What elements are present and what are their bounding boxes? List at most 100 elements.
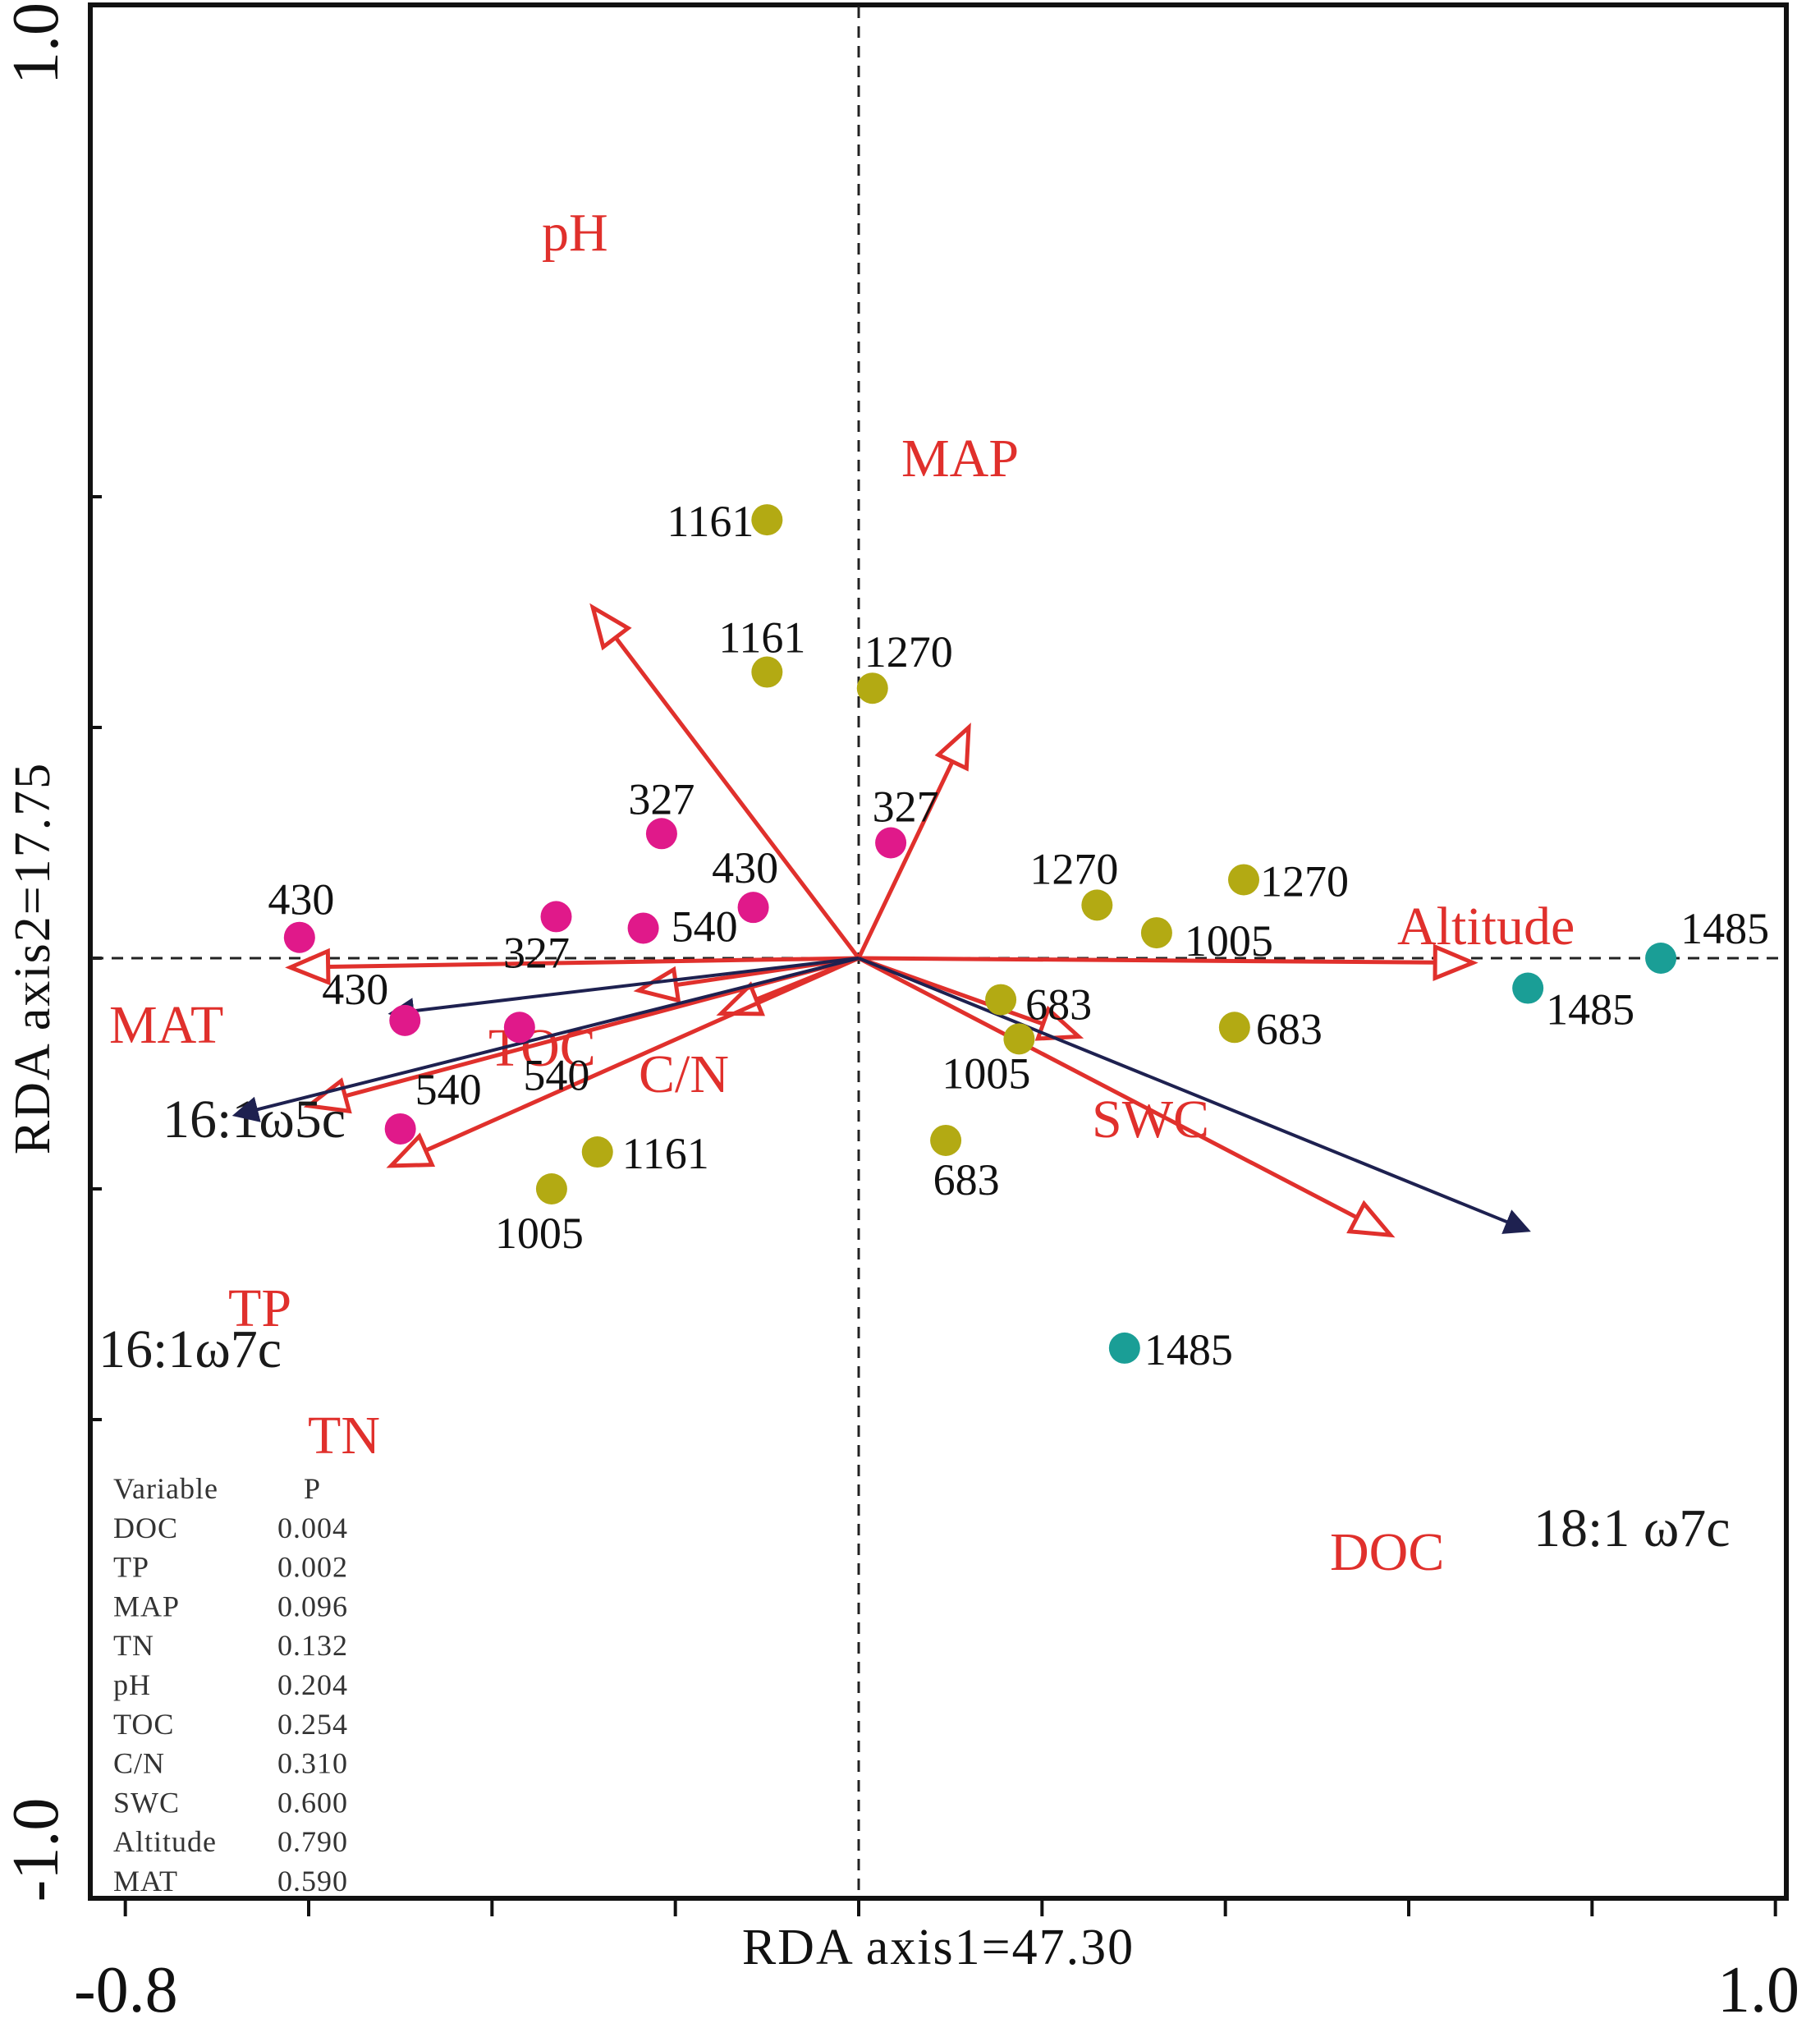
legend-variable-8: SWC — [113, 1786, 180, 1819]
site-label-2: 1161 — [718, 613, 805, 663]
legend-variable-9: Altitude — [113, 1825, 217, 1858]
site-label-16: 683 — [1256, 1004, 1323, 1053]
legend-variable-3: MAP — [113, 1590, 180, 1622]
env-arrowhead-altitude — [1433, 943, 1478, 981]
legend-variable-10: MAT — [113, 1865, 178, 1897]
env-vector-map — [856, 760, 955, 960]
site-point-5 — [875, 827, 907, 859]
species-vector-1 — [387, 957, 860, 1025]
site-label-19: 540 — [523, 1050, 589, 1099]
site-point-16 — [1218, 1012, 1250, 1044]
env-vector-doc — [857, 956, 1359, 1220]
legend-p-value-1: 0.004 — [277, 1512, 348, 1544]
legend-p-value-4: 0.132 — [277, 1629, 348, 1662]
site-label-15: 683 — [1025, 980, 1092, 1030]
env-arrowhead-ph — [589, 603, 632, 651]
site-point-6 — [737, 892, 769, 924]
env-label-tp: TP — [228, 1278, 291, 1338]
species-vector-2 — [232, 957, 860, 1122]
site-label-14: 1485 — [1546, 985, 1634, 1035]
env-arrowhead-tn — [386, 1132, 436, 1168]
legend-header-variable: Variable — [113, 1472, 218, 1505]
env-arrowhead-doc — [1346, 1200, 1396, 1238]
site-label-3: 1270 — [864, 627, 953, 677]
axis-ticks — [90, 495, 1777, 1916]
site-point-22 — [930, 1124, 962, 1156]
legend-p-value-2: 0.002 — [277, 1551, 348, 1584]
env-label-map: MAP — [901, 429, 1019, 489]
env-label-altitude: Altitude — [1397, 897, 1575, 957]
site-points: 1161 1161 1270 327 327 430 327 540 430 1270 1270 10… — [268, 497, 1769, 1374]
site-point-9 — [283, 921, 315, 953]
site-point-3 — [856, 672, 888, 704]
legend-p-value-10: 0.590 — [277, 1865, 348, 1897]
legend-variable-1: DOC — [113, 1512, 178, 1544]
site-point-4 — [645, 818, 677, 850]
site-label-17: 1005 — [942, 1048, 1030, 1098]
site-point-18 — [389, 1004, 421, 1036]
site-point-8 — [627, 912, 659, 944]
env-arrowhead-map — [934, 723, 971, 772]
legend-p-value-7: 0.310 — [277, 1747, 348, 1780]
site-point-12 — [1140, 917, 1172, 949]
legend-p-value-3: 0.096 — [277, 1590, 348, 1622]
site-point-7 — [540, 901, 572, 933]
y-axis-title: RDA axis2=17.75 — [5, 762, 61, 1154]
site-label-11: 1270 — [1260, 856, 1349, 906]
site-point-13 — [1645, 943, 1677, 974]
env-label-doc: DOC — [1330, 1522, 1444, 1582]
species-vectors: 16:1ω5c 16:1ω7c 18:1 ω7c — [99, 957, 1731, 1558]
site-point-20 — [384, 1113, 416, 1145]
site-point-2 — [751, 656, 783, 688]
site-label-18: 430 — [322, 965, 388, 1014]
env-vector-ph — [613, 636, 860, 960]
site-label-5: 327 — [873, 782, 939, 832]
site-point-10 — [1081, 889, 1113, 921]
site-point-17 — [1003, 1023, 1035, 1055]
site-label-24: 1485 — [1144, 1325, 1233, 1374]
site-label-21: 1161 — [622, 1129, 709, 1178]
env-vector-altitude — [858, 956, 1436, 965]
legend-p-value-6: 0.254 — [277, 1708, 348, 1741]
x-axis-title: RDA axis1=47.30 — [742, 1920, 1135, 1975]
legend-variable-6: TOC — [113, 1708, 174, 1741]
site-label-23: 1005 — [495, 1209, 584, 1258]
site-label-22: 683 — [933, 1155, 1000, 1204]
env-vector-mat — [328, 956, 860, 969]
env-label-tn: TN — [308, 1406, 380, 1466]
site-label-13: 1485 — [1680, 904, 1769, 953]
site-point-11 — [1228, 864, 1260, 896]
legend-variable-7: C/N — [113, 1747, 165, 1780]
legend-variable-5: pH — [113, 1668, 151, 1701]
legend-p-value-5: 0.204 — [277, 1668, 348, 1701]
y-tick-label-top: 1.0 — [0, 2, 72, 85]
legend-variable-2: TP — [113, 1551, 149, 1584]
site-label-7: 327 — [503, 928, 570, 977]
site-label-4: 327 — [628, 774, 695, 824]
env-label-ph: pH — [542, 203, 608, 263]
site-label-1: 1161 — [667, 497, 754, 546]
y-tick-label-bottom: -1.0 — [0, 1798, 72, 1902]
env-arrowhead-toc — [633, 966, 681, 1003]
site-point-23 — [535, 1173, 567, 1204]
site-label-12: 1005 — [1185, 916, 1273, 966]
site-label-9: 430 — [268, 875, 334, 925]
site-point-14 — [1512, 972, 1544, 1004]
site-label-6: 430 — [712, 843, 778, 892]
site-label-20: 540 — [415, 1065, 482, 1114]
legend-p-value-8: 0.600 — [277, 1786, 348, 1819]
site-label-8: 540 — [672, 902, 738, 951]
legend-p-value-9: 0.790 — [277, 1825, 348, 1858]
legend-header-p: P — [304, 1472, 321, 1505]
x-tick-label-right: 1.0 — [1717, 1954, 1799, 2026]
site-point-1 — [751, 504, 783, 536]
env-label-swc: SWC — [1092, 1090, 1209, 1149]
significance-legend: Variable P DOC 0.004 TP 0.002 MAP 0.096 TN 0.132 p… — [113, 1472, 348, 1897]
species-label-2: 16:1ω7c — [99, 1319, 282, 1379]
legend-variable-4: TN — [113, 1629, 154, 1662]
site-point-15 — [985, 984, 1017, 1016]
species-vector-3 — [858, 957, 1531, 1234]
site-label-10: 1270 — [1029, 844, 1118, 893]
species-label-1: 16:1ω5c — [163, 1090, 346, 1149]
